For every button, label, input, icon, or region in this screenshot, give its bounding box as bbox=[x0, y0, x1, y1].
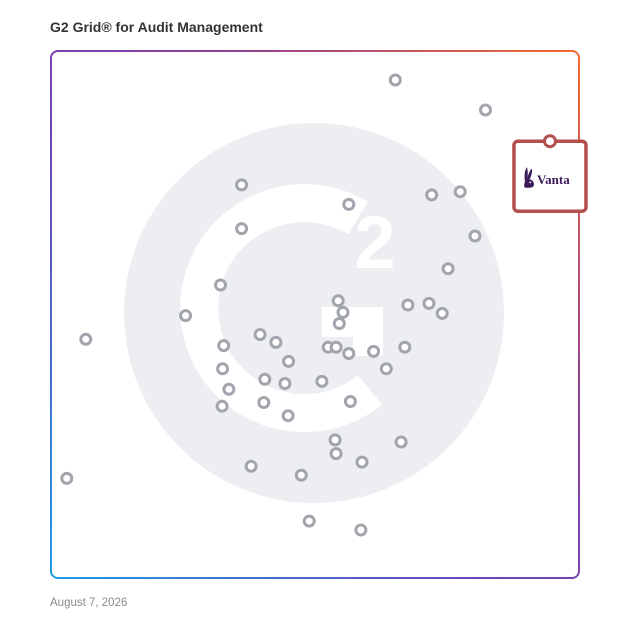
data-point[interactable] bbox=[336, 305, 350, 319]
data-point[interactable] bbox=[422, 296, 436, 310]
data-point[interactable] bbox=[179, 309, 193, 323]
data-point[interactable] bbox=[60, 471, 74, 485]
data-point[interactable] bbox=[342, 197, 356, 211]
data-point[interactable] bbox=[269, 335, 283, 349]
data-point[interactable] bbox=[222, 382, 236, 396]
report-date: August 7, 2026 bbox=[50, 597, 128, 609]
data-point[interactable] bbox=[235, 222, 249, 236]
data-point[interactable] bbox=[244, 459, 258, 473]
data-point[interactable] bbox=[332, 317, 346, 330]
data-point[interactable] bbox=[453, 185, 467, 199]
data-point[interactable] bbox=[425, 188, 439, 202]
data-point[interactable] bbox=[257, 396, 271, 409]
data-point[interactable] bbox=[278, 377, 292, 390]
vanta-data-point[interactable] bbox=[542, 134, 557, 149]
vanta-label: Vanta bbox=[537, 172, 570, 187]
data-point[interactable] bbox=[435, 306, 449, 320]
data-point[interactable] bbox=[329, 340, 343, 354]
data-point[interactable] bbox=[253, 328, 267, 341]
data-point[interactable] bbox=[315, 374, 329, 388]
data-point[interactable] bbox=[214, 278, 227, 292]
vanta-highlight[interactable]: Vanta bbox=[512, 134, 588, 213]
data-point[interactable] bbox=[401, 298, 415, 312]
data-point[interactable] bbox=[331, 294, 345, 308]
data-point[interactable] bbox=[398, 340, 412, 354]
data-point[interactable] bbox=[281, 409, 295, 423]
data-point[interactable] bbox=[342, 347, 356, 360]
data-point[interactable] bbox=[354, 523, 368, 537]
data-point[interactable] bbox=[329, 447, 343, 461]
data-point[interactable] bbox=[216, 362, 230, 376]
data-point[interactable] bbox=[367, 344, 381, 358]
data-point[interactable] bbox=[79, 332, 93, 346]
data-point[interactable] bbox=[468, 229, 482, 243]
data-point[interactable] bbox=[343, 395, 357, 408]
data-point[interactable] bbox=[215, 399, 229, 413]
data-point[interactable] bbox=[258, 372, 272, 386]
page-title: G2 Grid® for Audit Management bbox=[50, 19, 263, 35]
data-point[interactable] bbox=[379, 362, 393, 376]
data-point[interactable] bbox=[388, 73, 402, 87]
svg-text:2: 2 bbox=[354, 201, 395, 284]
data-point[interactable] bbox=[302, 514, 316, 528]
data-point[interactable] bbox=[217, 339, 231, 353]
data-point[interactable] bbox=[355, 455, 369, 469]
data-point[interactable] bbox=[328, 433, 342, 447]
data-point[interactable] bbox=[235, 178, 249, 192]
data-point[interactable] bbox=[394, 435, 408, 449]
vanta-rabbit-logo-icon bbox=[524, 167, 534, 188]
data-point[interactable] bbox=[294, 468, 308, 482]
data-points bbox=[60, 73, 492, 537]
data-point[interactable] bbox=[479, 103, 492, 117]
data-point[interactable] bbox=[441, 262, 455, 276]
data-point[interactable] bbox=[282, 354, 296, 368]
